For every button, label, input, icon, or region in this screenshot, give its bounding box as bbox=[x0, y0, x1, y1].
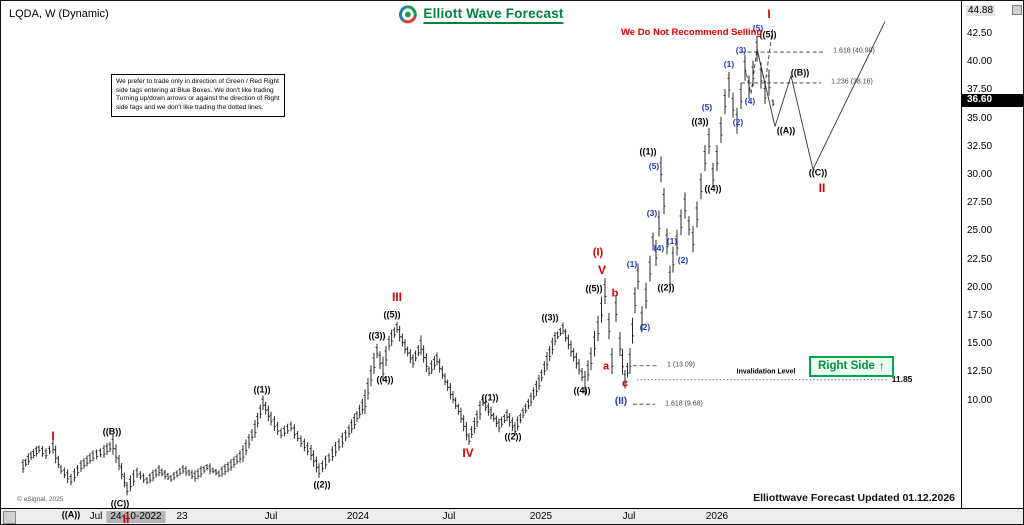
price-tick: 22.50 bbox=[967, 253, 993, 265]
brand-name: Elliott Wave Forecast bbox=[423, 6, 564, 24]
time-tick: 2024 bbox=[346, 511, 370, 522]
up-arrow-icon: ↑ bbox=[878, 359, 885, 373]
price-tick: 30.00 bbox=[967, 169, 993, 180]
time-tick: 23 bbox=[176, 511, 188, 522]
copyright-text: © eSignal, 2025 bbox=[17, 496, 64, 503]
time-tick: Jul bbox=[622, 511, 636, 522]
price-tick: 27.50 bbox=[967, 197, 993, 209]
time-tick: 2026 bbox=[705, 511, 729, 522]
price-tick: 20.00 bbox=[967, 281, 993, 293]
price-tick: 35.00 bbox=[967, 112, 993, 124]
disclaimer-note-box: We prefer to trade only in direction of … bbox=[111, 74, 285, 117]
symbol-title: LQDA, W (Dynamic) bbox=[9, 8, 109, 20]
price-tick: 10.00 bbox=[967, 394, 993, 406]
brand-logo-icon bbox=[398, 5, 417, 24]
price-bars-chart[interactable] bbox=[1, 1, 961, 508]
price-tick: 17.50 bbox=[967, 310, 993, 321]
price-tick: 40.00 bbox=[967, 56, 993, 68]
price-tick: 25.00 bbox=[967, 225, 993, 237]
chart-plot-area[interactable]: I ((A)) ((B)) ((C)) II ((1)) ((2)) ((3)) ((5)) II… bbox=[1, 1, 961, 524]
no-sell-warning: We Do Not Recommend Selling bbox=[621, 27, 763, 38]
right-side-badge: Right Side ↑ bbox=[809, 356, 894, 377]
time-tick: Jul bbox=[89, 511, 103, 522]
current-price-badge: 36.60 bbox=[962, 94, 1023, 108]
selected-date-tick: 24-10-2022 bbox=[106, 511, 166, 523]
time-tick: 2025 bbox=[529, 511, 553, 522]
axis-menu-button[interactable] bbox=[1012, 5, 1022, 15]
brand-logo: Elliott Wave Forecast bbox=[398, 5, 564, 24]
price-tick: 37.50 bbox=[967, 84, 993, 96]
price-tick: 32.50 bbox=[967, 140, 993, 152]
axis-max-price: 44.88 bbox=[966, 5, 996, 16]
forecast-updated-text: Elliottwave Forecast Updated 01.12.2026 bbox=[753, 492, 955, 504]
time-tick: Jul bbox=[264, 511, 278, 522]
right-side-label: Right Side bbox=[818, 360, 875, 372]
price-tick: 15.00 bbox=[967, 338, 993, 350]
scroll-left-button[interactable] bbox=[3, 511, 16, 524]
price-tick: 42.50 bbox=[967, 28, 993, 39]
time-tick: Jul bbox=[442, 511, 456, 522]
price-axis[interactable]: 44.88 36.60 42.50 40.00 37.50 35.00 32.50 30.… bbox=[961, 1, 1023, 508]
price-tick: 12.50 bbox=[967, 366, 993, 378]
time-axis[interactable]: Jul 24-10-2022 23 Jul 2024 Jul 2025 Jul 2026 bbox=[1, 508, 1023, 524]
